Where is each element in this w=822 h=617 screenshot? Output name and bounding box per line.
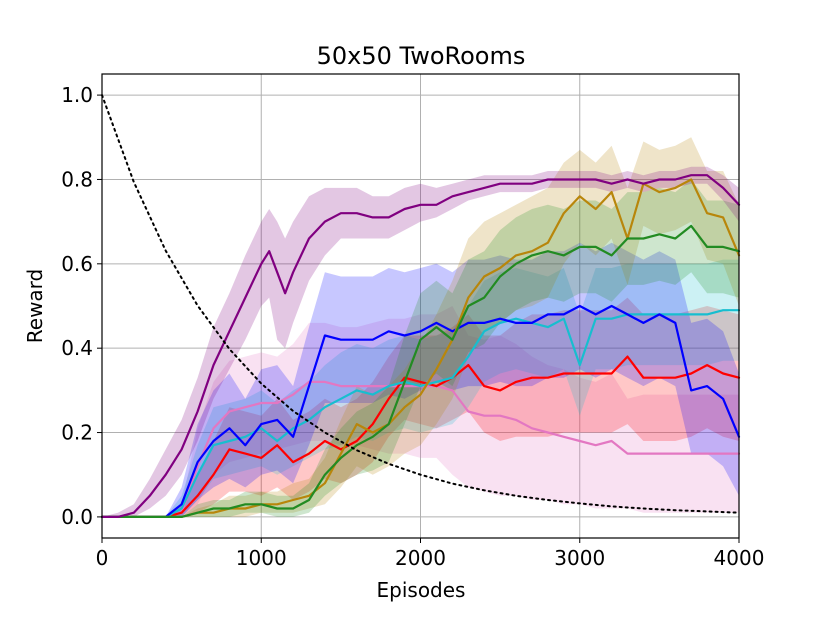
confidence-band-1	[102, 306, 739, 517]
confidence-band-7	[102, 166, 739, 517]
series-line-3	[100, 309, 741, 519]
y-axis-ticks: 0.0 0.2 0.4 0.6 0.8 1.0	[61, 83, 102, 529]
chart-title: 50x50 TwoRooms	[317, 42, 526, 70]
y-tick-label: 1.0	[61, 83, 93, 107]
reference-curve	[101, 94, 740, 514]
confidence-band-2	[102, 297, 739, 517]
x-tick-label: 3000	[554, 546, 605, 570]
y-tick-label: 0.4	[61, 336, 93, 360]
confidence-band-3	[102, 259, 739, 517]
confidence-band-5	[102, 137, 739, 517]
reference-curve-group	[101, 94, 740, 514]
x-axis-label: Episodes	[377, 578, 466, 602]
y-tick-label: 0.8	[61, 167, 93, 191]
confidence-band-6	[102, 179, 739, 517]
y-tick-label: 0.0	[61, 505, 93, 529]
x-tick-label: 2000	[395, 546, 446, 570]
x-tick-label: 0	[96, 546, 109, 570]
y-axis-label: Reward	[23, 269, 47, 343]
x-tick-label: 1000	[236, 546, 287, 570]
series-lines	[100, 174, 741, 519]
y-tick-label: 0.2	[61, 421, 93, 445]
confidence-bands	[102, 137, 739, 517]
y-tick-label: 0.6	[61, 252, 93, 276]
series-line-4	[100, 304, 741, 519]
series-line-5	[100, 178, 741, 519]
x-axis-ticks: 0 1000 2000 3000 4000	[96, 538, 765, 570]
series-line-6	[100, 224, 741, 519]
series-line-7	[100, 174, 741, 519]
x-tick-label: 4000	[714, 546, 765, 570]
series-line-2	[100, 355, 741, 519]
confidence-band-4	[102, 242, 739, 517]
